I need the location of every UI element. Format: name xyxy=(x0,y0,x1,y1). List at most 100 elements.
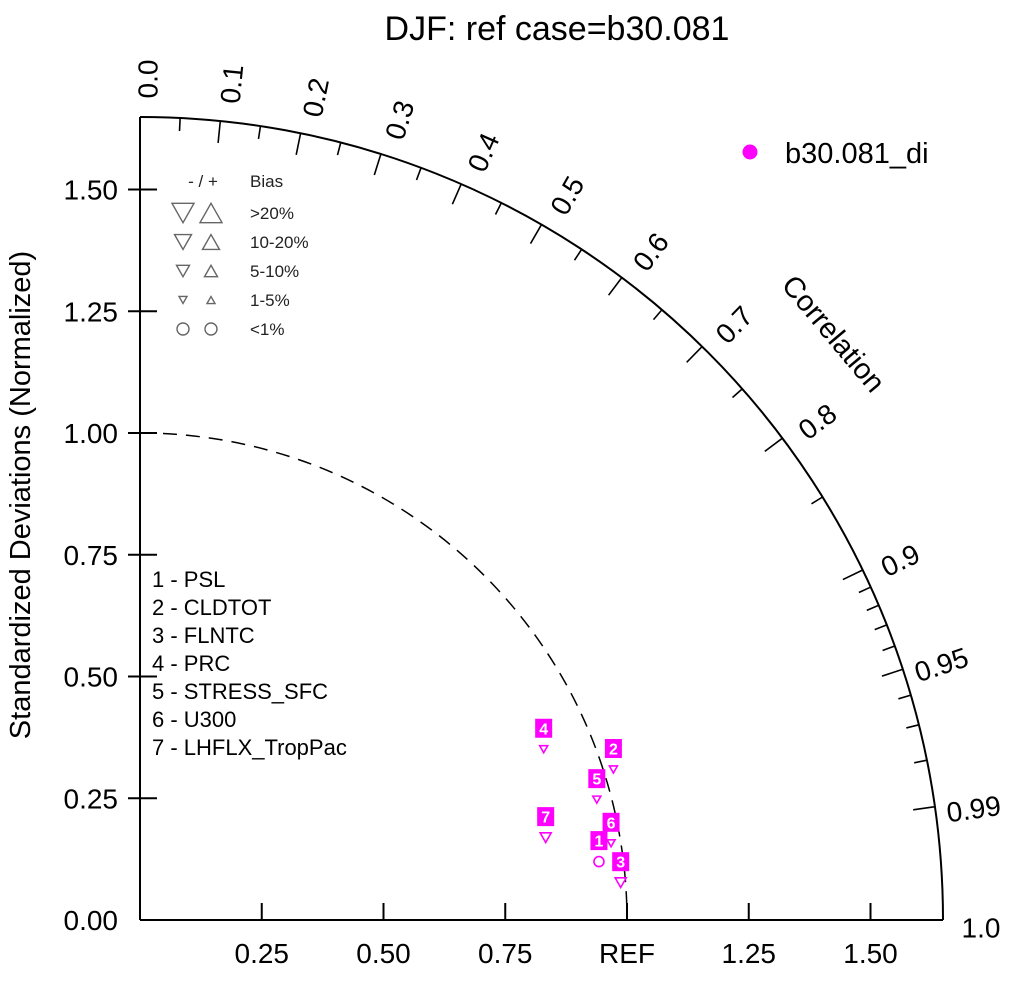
correlation-minor-tick xyxy=(257,125,262,140)
series-legend-dot-icon xyxy=(742,144,758,160)
bias-triangle-up-icon xyxy=(198,201,224,224)
bias-triangle-down-icon xyxy=(175,264,191,279)
x-tick-label: 0.25 xyxy=(235,938,290,969)
point-label-square xyxy=(535,718,553,738)
correlation-tick-label: 1.0 xyxy=(962,912,1001,943)
point-label-number: 4 xyxy=(539,721,548,738)
correlation-tick-label: 0.0 xyxy=(132,60,163,99)
point-bias-triangle-icon xyxy=(591,795,603,805)
variable-list-item: 4 - PRC xyxy=(152,651,230,676)
correlation-major-tick xyxy=(373,153,382,176)
correlation-tick-label: 0.8 xyxy=(793,398,843,446)
y-tick-label: 1.50 xyxy=(64,175,119,206)
variable-list-item: 6 - U300 xyxy=(152,707,236,732)
point-label-number: 1 xyxy=(594,834,603,851)
x-tick-label: REF xyxy=(599,938,655,969)
bias-triangle-up-icon xyxy=(201,233,221,251)
correlation-major-tick xyxy=(686,345,703,363)
bias-legend-row-label: >20% xyxy=(250,204,294,223)
bias-triangle-up-icon xyxy=(205,295,217,305)
point-bias-circle-icon xyxy=(593,855,605,868)
correlation-minor-tick xyxy=(573,248,583,261)
correlation-minor-tick xyxy=(652,309,663,321)
correlation-tick-label: 0.5 xyxy=(544,171,590,220)
data-points: 1 2 3 4 5 6 7 xyxy=(535,718,630,890)
correlation-major-tick xyxy=(529,224,543,245)
correlation-minor-tick xyxy=(874,624,888,631)
bias-circle-plus-icon xyxy=(204,322,218,336)
correlation-minor-tick xyxy=(858,586,872,594)
correlation-major-tick xyxy=(842,569,864,581)
variable-list-item: 2 - CLDTOT xyxy=(152,595,271,620)
point-label-square xyxy=(590,831,608,851)
x-tick-label: 1.50 xyxy=(843,938,898,969)
correlation-minor-tick xyxy=(866,604,880,612)
bias-legend-row-label: <1% xyxy=(250,320,285,339)
correlation-minor-tick xyxy=(415,167,422,181)
variable-list-item: 5 - STRESS_SFC xyxy=(152,679,328,704)
chart-title: DJF: ref case=b30.081 xyxy=(385,10,730,48)
point-label-number: 7 xyxy=(541,810,550,827)
point-label-square xyxy=(604,739,622,759)
bias-legend: - / + Bias >20% 10-20% 5-10% 1-5% <1% xyxy=(170,172,309,339)
correlation-major-tick xyxy=(607,277,623,296)
variable-list-item: 7 - LHFLX_TropPac xyxy=(152,735,347,760)
point-bias-triangle-icon xyxy=(613,877,628,890)
variable-list: 1 - PSL 2 - CLDTOT 3 - FLNTC 4 - PRC 5 - STR… xyxy=(152,567,347,760)
correlation-tick-label: 0.4 xyxy=(462,128,506,176)
point-label-number: 5 xyxy=(592,772,601,789)
y-tick-label: 0.00 xyxy=(64,905,119,936)
point-label-number: 6 xyxy=(607,815,616,832)
series-legend: b30.081_di xyxy=(742,138,929,170)
point-label-number: 3 xyxy=(616,855,625,872)
point-bias-triangle-icon xyxy=(605,838,617,849)
correlation-minor-tick xyxy=(898,694,912,700)
y-tick-label: 0.25 xyxy=(64,783,119,814)
correlation-tick-label: 0.2 xyxy=(297,75,335,119)
correlation-minor-tick xyxy=(178,117,181,132)
correlation-axis-title: Correlation xyxy=(775,270,891,399)
correlation-tick-label: 0.9 xyxy=(876,538,925,583)
point-label-square xyxy=(612,852,630,872)
correlation-tick-label: 0.1 xyxy=(215,63,250,105)
bias-triangle-down-icon xyxy=(173,233,193,251)
y-axis-ticks: 0.00 0.25 0.50 0.75 1.00 1.25 1.50 xyxy=(64,175,157,936)
y-tick-label: 0.75 xyxy=(64,540,119,571)
series-legend-label: b30.081_di xyxy=(785,138,929,170)
correlation-minor-tick xyxy=(494,202,503,215)
point-label-square xyxy=(602,812,620,832)
bias-legend-row-label: 5-10% xyxy=(250,262,299,281)
bias-circle-minus-icon xyxy=(176,322,190,336)
bias-legend-sign-header: - / + xyxy=(188,172,218,191)
x-axis-ticks: 0.25 0.50 0.75 REF 1.25 1.50 xyxy=(235,903,898,969)
bias-legend-row-label: 10-20% xyxy=(250,233,309,252)
x-tick-label: 0.50 xyxy=(356,938,411,969)
bias-legend-rows: >20% 10-20% 5-10% 1-5% <1% xyxy=(170,201,309,339)
correlation-ticks xyxy=(178,117,936,811)
bias-legend-row-label: 1-5% xyxy=(250,291,290,310)
y-tick-label: 1.00 xyxy=(64,418,119,449)
x-tick-label: 1.25 xyxy=(722,938,777,969)
point-bias-triangle-icon xyxy=(538,744,550,755)
correlation-tick-label: 0.7 xyxy=(710,300,759,350)
correlation-minor-tick xyxy=(914,759,928,764)
correlation-minor-tick xyxy=(811,496,823,505)
reference-std-arc xyxy=(139,432,628,921)
bias-triangle-down-icon xyxy=(177,295,189,305)
outer-arc xyxy=(139,116,944,921)
point-label-square xyxy=(537,807,555,827)
correlation-minor-tick xyxy=(731,388,743,399)
correlation-tick-labels: 0.0 0.1 0.2 0.3 0.4 0.5 0.6 0.7 0.8 0.9 0.95 0.99 1.… xyxy=(132,60,1002,944)
correlation-major-tick xyxy=(913,805,936,811)
variable-list-item: 1 - PSL xyxy=(152,567,225,592)
bias-legend-header: Bias xyxy=(250,172,283,191)
correlation-major-tick xyxy=(217,120,222,143)
x-tick-label: 0.75 xyxy=(478,938,533,969)
correlation-major-tick xyxy=(881,668,904,677)
point-bias-triangle-icon xyxy=(608,765,619,775)
plot-frame xyxy=(139,116,944,921)
y-tick-label: 1.25 xyxy=(64,296,119,327)
point-bias-triangle-icon xyxy=(538,831,553,845)
